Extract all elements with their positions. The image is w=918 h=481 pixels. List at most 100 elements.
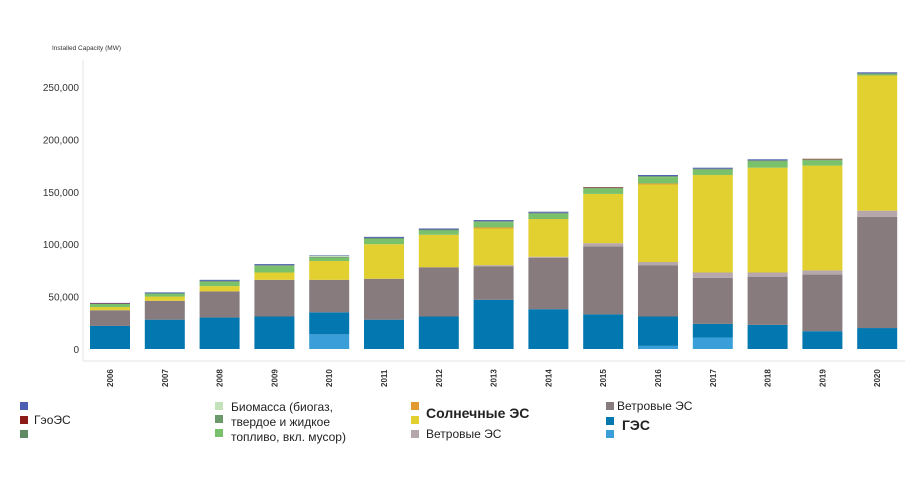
legend-swatch-solar xyxy=(411,416,419,424)
x-tick-label: 2011 xyxy=(380,369,389,387)
bar-segment xyxy=(747,276,788,325)
bar-segment xyxy=(802,159,843,161)
bar-segment xyxy=(528,211,569,213)
bar-segment xyxy=(802,331,843,349)
bar-segment xyxy=(254,265,295,267)
bar-segment xyxy=(418,234,459,268)
legend: ГэоЭС Биомасса (биогаз, твердое и жидкое… xyxy=(0,400,918,460)
bar-segment xyxy=(638,316,678,346)
bar-segment xyxy=(90,303,130,308)
bar-segment xyxy=(638,262,678,266)
y-tick-label: 150,000 xyxy=(43,188,80,199)
bar-segment xyxy=(638,177,678,184)
bar-segment xyxy=(199,291,240,318)
bar-segment xyxy=(364,319,404,349)
bar-segment xyxy=(254,266,295,273)
bar-segment xyxy=(473,222,514,228)
bar-segment xyxy=(692,272,733,278)
x-tick-label: 2010 xyxy=(325,369,334,387)
stacked-bar-chart: Installed Capacity (MW) 0 50,000 100,000 15… xyxy=(43,45,905,387)
bar-segment xyxy=(254,316,295,349)
bar-segment xyxy=(309,260,350,280)
legend-swatch-wind-light xyxy=(411,430,419,438)
y-tick-label: 250,000 xyxy=(43,83,80,94)
bar-segment xyxy=(857,72,898,74)
bar-segment xyxy=(802,274,843,332)
bar-segment xyxy=(473,227,514,229)
legend-label-geothermal: ГэоЭС xyxy=(34,413,71,427)
legend-label-biomass-2: твердое и жидкое xyxy=(231,415,330,429)
bar-segment xyxy=(418,316,459,349)
bar-segment xyxy=(692,337,733,349)
legend-swatch-biomass-mid xyxy=(215,415,223,423)
x-tick-label: 2008 xyxy=(216,369,225,387)
bar-segment xyxy=(418,267,459,317)
bar-segment xyxy=(90,303,130,304)
x-tick-label: 2012 xyxy=(435,369,444,387)
bar-segment xyxy=(692,167,733,169)
bar-segment xyxy=(254,279,295,317)
legend-swatch-biomass-green xyxy=(215,429,223,437)
y-tick-label: 200,000 xyxy=(43,135,80,146)
x-tick-label: 2020 xyxy=(873,369,882,387)
bar-segment xyxy=(747,159,788,161)
bar-segment xyxy=(254,264,295,266)
bar-segment xyxy=(857,216,898,329)
bar-segment xyxy=(364,238,404,245)
bar-segment xyxy=(199,286,240,292)
bar-segment xyxy=(747,167,788,273)
legend-swatch-other xyxy=(20,402,28,410)
bar-segment xyxy=(692,277,733,324)
legend-swatch-geothermal xyxy=(20,416,28,424)
bar-segment xyxy=(802,165,843,271)
bar-segment xyxy=(583,188,624,194)
bar-segment xyxy=(364,278,404,320)
bar-segment xyxy=(309,312,350,335)
legend-swatch-biomass-light xyxy=(215,402,223,410)
x-tick-label: 2019 xyxy=(818,369,827,387)
bar-segment xyxy=(90,307,130,311)
bar-segment xyxy=(473,220,514,222)
bar-segment xyxy=(583,314,624,349)
bar-segment xyxy=(802,160,843,166)
bar-segment xyxy=(638,183,678,185)
bar-segment xyxy=(418,229,459,231)
x-tick-label: 2013 xyxy=(490,369,499,387)
y-tick-label: 100,000 xyxy=(43,240,80,251)
bar-segment xyxy=(90,302,130,304)
x-tick-label: 2007 xyxy=(161,369,170,387)
bar-segment xyxy=(692,175,733,273)
bar-segment xyxy=(364,236,404,238)
bar-segment xyxy=(418,228,459,230)
x-tick-label: 2006 xyxy=(106,369,115,387)
bar-segment xyxy=(144,296,185,301)
bar-segment xyxy=(473,228,514,266)
legend-label-solar: Солнечные ЭС xyxy=(426,405,530,421)
bar-segment xyxy=(199,280,240,282)
legend-swatch-hydro-light xyxy=(606,430,614,438)
bar-segment xyxy=(583,193,624,244)
y-tick-label: 0 xyxy=(73,345,79,356)
legend-swatch-wind xyxy=(606,402,614,410)
bar-segment xyxy=(857,74,898,76)
bar-segment xyxy=(144,319,185,349)
legend-label-wind-light: Ветровые ЭС xyxy=(426,427,502,441)
bar-segment xyxy=(528,256,569,258)
bar-segment xyxy=(309,255,350,256)
bar-segment xyxy=(364,237,404,239)
legend-swatch-hydro xyxy=(606,417,614,425)
x-tick-label: 2015 xyxy=(599,369,608,387)
bar-segment xyxy=(144,293,185,297)
x-tick-label: 2016 xyxy=(654,369,663,387)
bar-segment xyxy=(638,345,678,349)
legend-label-wind: Ветровые ЭС xyxy=(617,399,693,413)
bar-segment xyxy=(747,272,788,277)
bar-segment xyxy=(692,169,733,176)
y-axis-title: Installed Capacity (MW) xyxy=(52,45,121,52)
bar-segment xyxy=(473,299,514,349)
bar-segment xyxy=(473,266,514,300)
x-ticks: 2006 2007 2008 2009 2010 2011 2012 2013 2014 2015… xyxy=(106,369,882,387)
bar-segment xyxy=(309,334,350,349)
bar-segment xyxy=(857,75,898,211)
bar-segment xyxy=(199,317,240,349)
